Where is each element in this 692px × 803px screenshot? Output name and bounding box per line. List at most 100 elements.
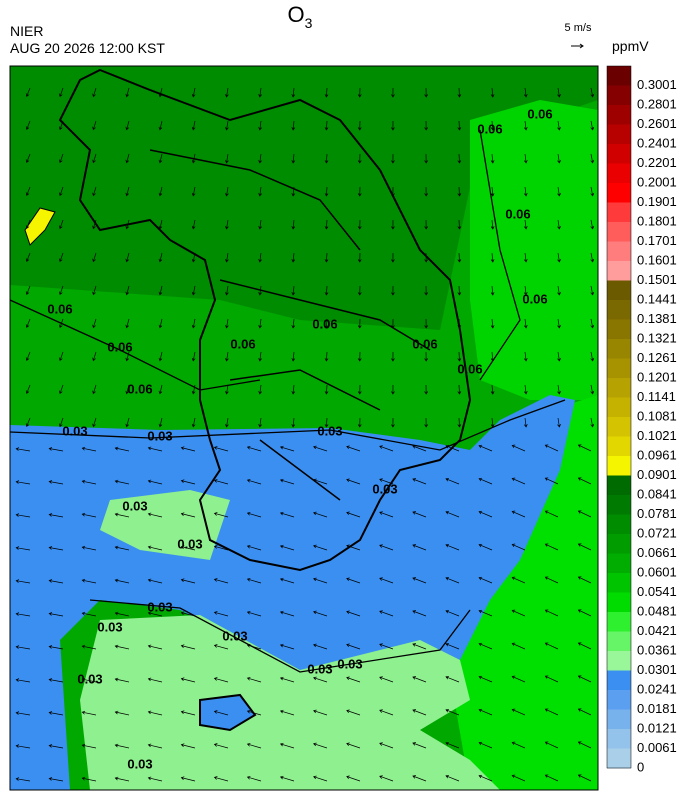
field-dark — [10, 66, 598, 330]
contour-label: 0.03 — [127, 756, 152, 771]
contour-label: 0.06 — [47, 301, 72, 316]
contour-label: 0.06 — [107, 339, 132, 354]
colorbar-bin — [607, 144, 631, 164]
colorbar-label: 0.1141 — [637, 389, 676, 404]
contour-label: 0.06 — [127, 381, 152, 396]
contour-label: 0.06 — [312, 316, 337, 331]
colorbar-bin — [607, 339, 631, 359]
contour-label: 0.06 — [527, 106, 552, 121]
colorbar-bin — [607, 436, 631, 457]
colorbar-label: 0.1201 — [637, 369, 677, 384]
colorbar-bin — [607, 495, 631, 515]
vector-scale-arrow — [571, 43, 584, 49]
contour-label: 0.06 — [477, 121, 502, 136]
colorbar-bin — [607, 475, 631, 496]
colorbar-label: 0.0601 — [637, 564, 677, 579]
colorbar-unit: ppmV — [612, 38, 649, 54]
map-frame — [9, 65, 599, 791]
colorbar-label: 0.1501 — [637, 272, 677, 287]
colorbar-bin — [607, 261, 631, 281]
colorbar-bin — [607, 319, 631, 340]
colorbar: 0.3001 0.2801 0.2601 0.2401 0.2201 0.2001 0.19… — [606, 65, 677, 774]
jeju — [199, 693, 257, 732]
colorbar-bin — [607, 729, 631, 749]
colorbar-label: 0 — [637, 759, 644, 774]
colorbar-label: 0.0781 — [637, 506, 677, 521]
colorbar-bin — [607, 631, 631, 652]
colorbar-label: 0.1901 — [637, 194, 677, 209]
contour-label: 0.03 — [372, 481, 397, 496]
colorbar-label: 0.0961 — [637, 447, 677, 462]
contour-label: 0.03 — [307, 661, 332, 676]
colorbar-bin — [607, 592, 631, 613]
colorbar-bin — [607, 670, 631, 691]
colorbar-bin — [607, 280, 631, 301]
colorbar-bin — [607, 456, 631, 476]
contour-label: 0.06 — [505, 206, 530, 221]
colorbar-bin — [607, 397, 631, 418]
field-lightgreen-w — [100, 490, 230, 560]
colorbar-bin — [607, 709, 631, 730]
contour-label: 0.03 — [147, 428, 172, 443]
colorbar-bin — [607, 534, 631, 554]
contour-label: 0.03 — [222, 628, 247, 643]
datetime: AUG 20 2026 12:00 KST — [10, 40, 165, 56]
colorbar-bin — [607, 690, 631, 710]
colorbar-bin — [607, 163, 631, 184]
colorbar-label: 0.2601 — [637, 116, 677, 131]
colorbar-label: 0.1081 — [637, 408, 677, 423]
contour-label: 0.03 — [97, 619, 122, 634]
colorbar-bin — [607, 85, 631, 106]
colorbar-bin — [607, 378, 631, 398]
colorbar-label: 0.3001 — [637, 77, 677, 92]
field-low — [10, 395, 575, 790]
title-main: O — [288, 2, 305, 27]
title: O3 — [288, 2, 313, 31]
colorbar-bin — [607, 651, 631, 671]
colorbar-bin — [607, 514, 631, 535]
contour-label: 0.03 — [147, 599, 172, 614]
colorbar-label: 0.0541 — [637, 584, 677, 599]
vector-scale-label: 5 m/s — [565, 22, 592, 34]
colorbar-bin — [607, 300, 631, 320]
colorbar-bin — [607, 748, 631, 769]
colorbar-bin — [607, 105, 631, 125]
colorbar-bin — [607, 66, 631, 86]
colorbar-label: 0.1381 — [637, 311, 677, 326]
colorbar-label: 0.0181 — [637, 701, 677, 716]
contour-label: 0.03 — [337, 656, 362, 671]
colorbar-bin — [607, 124, 631, 145]
colorbar-label: 0.0661 — [637, 545, 677, 560]
colorbar-label: 0.2001 — [637, 174, 677, 189]
agency: NIER — [10, 23, 43, 39]
province-borders — [149, 149, 431, 501]
colorbar-label: 0.0421 — [637, 623, 677, 638]
contour-label: 0.03 — [62, 423, 87, 438]
contour-label: 0.03 — [122, 498, 147, 513]
contour-label: 0.06 — [412, 336, 437, 351]
colorbar-bin — [607, 417, 631, 437]
colorbar-bin — [607, 222, 631, 242]
colorbar-bin — [607, 612, 631, 632]
colorbar-label: 0.0361 — [637, 642, 677, 657]
wind-vectors — [15, 87, 595, 782]
colorbar-label: 0.0241 — [637, 681, 677, 696]
colorbar-bin — [607, 202, 631, 223]
contour-labels: 0.06 0.06 0.06 0.06 0.06 0.06 0.06 0.06 0.06 0.06… — [47, 106, 552, 771]
colorbar-label: 0.0061 — [637, 740, 677, 755]
map: 0.06 0.06 0.06 0.06 0.06 0.06 0.06 0.06 0.06 0.06… — [10, 66, 598, 790]
title-subscript: 3 — [305, 15, 313, 31]
colorbar-bin — [607, 573, 631, 593]
contour-label: 0.06 — [522, 291, 547, 306]
colorbar-bin — [607, 553, 631, 574]
wind-arrows — [15, 87, 595, 782]
colorbar-label: 0.0901 — [637, 467, 677, 482]
colorbar-label: 0.1261 — [637, 350, 677, 365]
contour-label: 0.03 — [77, 671, 102, 686]
colorbar-label: 0.1441 — [637, 291, 677, 306]
colorbar-label: 0.0121 — [637, 720, 677, 735]
colorbar-label: 0.2801 — [637, 96, 677, 111]
colorbar-label: 0.0481 — [637, 603, 677, 618]
contours — [10, 129, 566, 673]
